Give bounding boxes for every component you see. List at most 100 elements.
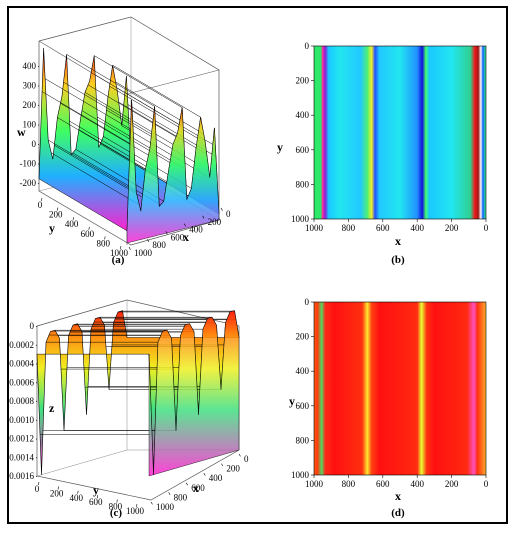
panel-c-z-tick-mark bbox=[35, 382, 38, 384]
panel-a-mesh-line bbox=[69, 120, 158, 174]
panel-a-x-tick-label: 600 bbox=[171, 232, 185, 242]
panel-a-z-tick-label: 200 bbox=[23, 100, 37, 110]
panel-a-mesh-line bbox=[115, 81, 204, 135]
panel-c-zlabel: z bbox=[49, 401, 55, 415]
panel-b-ylabel: y bbox=[277, 140, 283, 154]
panel-a-back-profile bbox=[38, 47, 132, 179]
panel-a-x-tick-mark bbox=[128, 246, 131, 250]
panel-a-mesh-line bbox=[63, 81, 152, 135]
panel-b-xtick-label: 1000 bbox=[305, 223, 324, 233]
panel-b-xtick-label: 0 bbox=[484, 223, 489, 233]
panel-c-x-tick-mark bbox=[185, 482, 188, 486]
panel-c-x-tick-mark bbox=[221, 463, 224, 467]
panel-a-mesh-line bbox=[118, 101, 207, 155]
panel-d-ytick-label: 400 bbox=[296, 366, 310, 376]
panel-a-mesh-line bbox=[38, 178, 128, 232]
panel-a-z-tick-mark bbox=[37, 124, 40, 126]
panel-c-y-tick-mark bbox=[38, 481, 40, 486]
panel-c-z-tick-mark bbox=[35, 325, 38, 328]
panel-c-z-tick-mark bbox=[35, 400, 38, 403]
panel-d-xtick-label: 200 bbox=[445, 479, 459, 489]
panel-c-y-tick-label: 400 bbox=[69, 493, 83, 503]
panel-a-mesh-line bbox=[45, 78, 134, 131]
panel-a-z-tick-label: -200 bbox=[20, 178, 37, 188]
panel-c-z-tick-label: -0.0012 bbox=[9, 434, 34, 444]
panel-c-y-tick-mark bbox=[116, 499, 118, 503]
panel-a-x-tick-mark bbox=[183, 223, 186, 227]
panel-c-y-tick-mark bbox=[77, 490, 79, 494]
panel-b-ytick-label: 200 bbox=[296, 76, 310, 86]
panel-a-mesh-line bbox=[41, 91, 131, 144]
panel-d-xtick-label: 600 bbox=[376, 479, 390, 489]
panel-c-z-tick-label: -0.0016 bbox=[9, 471, 34, 481]
panel-d-xtick-label: 800 bbox=[342, 479, 356, 489]
panel-a-mesh-line bbox=[112, 64, 201, 118]
panel-a-z-tick-label: 0 bbox=[32, 139, 37, 149]
panel-c-x-tick-mark bbox=[203, 473, 206, 476]
panel-c-z-tick-label: -0.0010 bbox=[9, 415, 34, 425]
panel-c-caption: (c) bbox=[110, 507, 123, 519]
panel-a-z-tick-mark bbox=[37, 85, 40, 87]
panel-b-plot-area bbox=[313, 45, 487, 220]
panel-c-x-tick-label: 600 bbox=[191, 483, 205, 493]
panel-a-mesh-line bbox=[48, 139, 137, 193]
panel-c-xlabel: x bbox=[193, 481, 199, 495]
panel-d-caption: (d) bbox=[391, 507, 405, 519]
panel-c-x-tick-mark bbox=[168, 492, 171, 495]
panel-c-z-tick-mark bbox=[35, 344, 38, 346]
panel-b-xtick-label: 400 bbox=[410, 223, 424, 233]
panel-a-y-tick-label: 800 bbox=[96, 238, 110, 248]
panel-c-y-tick-label: 0 bbox=[35, 484, 40, 494]
panel-a-mesh-line bbox=[54, 145, 143, 198]
panel-c-ylabel: y bbox=[93, 483, 99, 497]
panel-a-mesh-line bbox=[94, 55, 183, 108]
panel-c-front-skirt bbox=[148, 310, 240, 477]
panel-a-x-tick-mark bbox=[202, 215, 205, 219]
panel-c-y-tick-mark bbox=[136, 503, 138, 508]
panel-c-y-tick-mark bbox=[96, 495, 99, 499]
panel-a-z-tick-label: 100 bbox=[23, 120, 37, 130]
panel-d-ytick-label: 1000 bbox=[291, 470, 310, 480]
panel-d-ytick-label: 200 bbox=[296, 332, 310, 342]
panel-c-y-tick-label: 600 bbox=[89, 497, 103, 507]
panel-c-z-tick-label: -0.0014 bbox=[9, 452, 34, 462]
panel-b-caption: (b) bbox=[391, 254, 405, 266]
panel-c-x-tick-label: 400 bbox=[209, 473, 223, 483]
panel-d-xtick-label: 0 bbox=[484, 479, 489, 489]
panel-a-zlabel: w bbox=[17, 125, 26, 139]
panel-c-z-tick-label: 0 bbox=[30, 321, 35, 331]
panel-c-x-tick-mark bbox=[150, 501, 153, 505]
panel-a-y-tick-mark bbox=[104, 236, 106, 240]
panel-c-z-tick-mark bbox=[35, 419, 38, 421]
panel-c-x-tick-label: 200 bbox=[226, 464, 240, 474]
panel-a-x-tick-label: 0 bbox=[226, 209, 231, 219]
panel-a-x-tick-mark bbox=[220, 207, 223, 211]
panel-a-x-tick-label: 800 bbox=[152, 240, 166, 250]
panel-a-xlabel: x bbox=[183, 230, 189, 244]
panel-b-ytick-label: 1000 bbox=[291, 214, 310, 224]
panel-a-y-tick-mark bbox=[88, 226, 90, 230]
panel-c-z-tick-mark bbox=[35, 475, 38, 478]
panel-a-caption: (a) bbox=[112, 254, 125, 266]
panel-c-x-tick-label: 0 bbox=[244, 454, 249, 464]
panel-c-z-tick-mark bbox=[35, 457, 38, 459]
panel-b-xtick-label: 200 bbox=[445, 223, 459, 233]
panel-a-x-tick-mark bbox=[147, 239, 150, 243]
panel-c-back-profile bbox=[36, 310, 128, 475]
panel-a-y-tick-mark bbox=[72, 217, 74, 221]
panel-a-y-tick-mark bbox=[56, 207, 59, 211]
panel-c-y-tick-label: 200 bbox=[50, 488, 64, 498]
panel-a-ylabel: y bbox=[49, 221, 55, 235]
panel-d-xtick-label: 1000 bbox=[305, 479, 324, 489]
panel-c-z-tick-label: -0.0004 bbox=[9, 359, 34, 369]
panel-b-ytick-label: 600 bbox=[296, 145, 310, 155]
panel-a-z-tick-label: 400 bbox=[23, 61, 37, 71]
panel-a-mesh-line bbox=[84, 92, 174, 145]
panel-a-x-tick-label: 1000 bbox=[134, 248, 153, 258]
panel-a-z-tick-label: -100 bbox=[20, 159, 37, 169]
panel-a-z-tick-label: 300 bbox=[23, 81, 37, 91]
panel-a-z-tick-mark bbox=[37, 143, 40, 146]
